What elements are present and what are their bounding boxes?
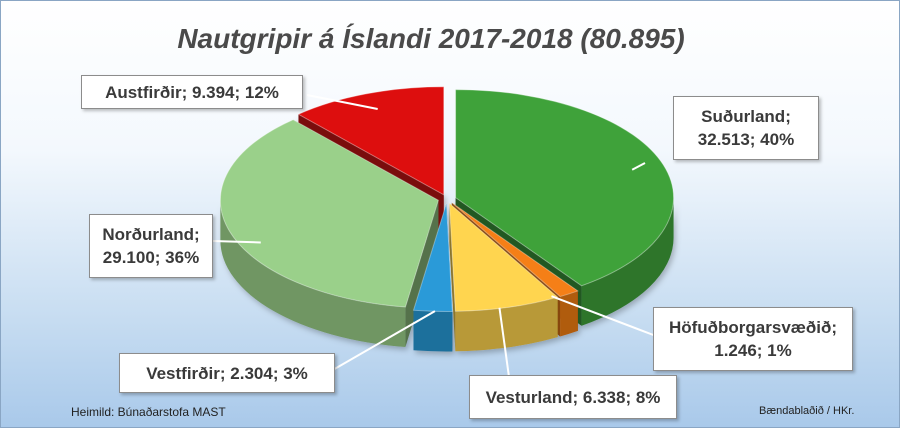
label-vesturland-value: 6.338 [582,387,626,407]
callout-vesturland: Vesturland; 6.338; 8% [469,375,677,419]
label-sudurland-value: 32.513 [697,130,750,149]
slice-0-top [455,89,675,287]
slice-2-side [455,297,558,352]
chart-title: Nautgripir á Íslandi 2017-2018 (80.895) [177,23,685,54]
source-note: Heimild: Búnaðarstofa MAST [71,405,226,419]
callout-nordurland: Norðurland; 29.100; 36% [89,214,213,278]
slice-3-side [413,310,453,352]
slice-4-top [219,119,439,308]
slice-1-side [560,290,578,337]
label-sudurland-percent: 40% [760,130,795,149]
slice-1-top [451,202,579,298]
label-hofudborg-value: 1.246 [714,341,757,360]
label-hofudborg-name: Höfuðborgarsvæðið [668,318,832,337]
callout-vestfirdir: Vestfirðir; 2.304; 3% [119,353,335,393]
label-sudurland-name: Suðurland [701,107,786,126]
callout-sudurland: Suðurland; 32.513; 40% [673,96,819,160]
label-vestfirdir-value: 2.304 [230,363,273,383]
label-vesturland-name: Vesturland [485,387,573,407]
label-vestfirdir-name: Vestfirðir [146,363,220,383]
label-vesturland-percent: 8% [635,387,661,407]
label-vestfirdir-percent: 3% [283,363,308,383]
label-nordurland-percent: 36% [165,248,200,267]
slice-5-top [297,86,445,196]
leader-line-1 [551,295,657,337]
label-austfirdir-value: 9.394 [191,82,235,102]
leader-line-0 [631,162,646,171]
slice-4-side [220,200,406,348]
label-hofudborg-percent: 1% [767,341,792,360]
callout-austfirdir: Austfirðir; 9.394; 12% [81,75,303,109]
label-nordurland-name: Norðurland [102,225,194,244]
leader-line-3 [330,310,436,372]
leader-line-2 [498,307,510,378]
leader-line-4 [212,240,261,244]
label-austfirdir-percent: 12% [244,82,279,102]
leader-line-5 [306,94,378,111]
callout-hofudborgarsvaedid: Höfuðborgarsvæðið; 1.246; 1% [653,307,853,371]
slice-0-side [581,197,674,326]
label-nordurland-value: 29.100 [102,248,155,267]
slice-2-face-1 [449,203,456,352]
credit-note: Bændablaðið / HKr. [759,405,855,417]
label-austfirdir-name: Austfirðir [105,82,182,102]
